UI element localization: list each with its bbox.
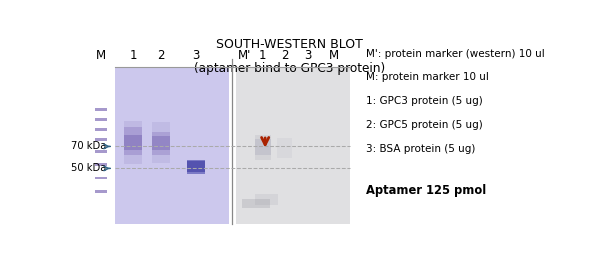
Bar	[153, 132, 170, 155]
Bar	[124, 135, 142, 150]
Bar	[95, 118, 107, 121]
Text: 1: 1	[259, 49, 267, 62]
Text: 2: 2	[157, 49, 165, 62]
Bar	[95, 109, 107, 111]
Bar	[124, 127, 142, 155]
Text: M: M	[96, 49, 106, 62]
Bar	[95, 190, 107, 193]
Text: M': protein marker (western) 10 ul: M': protein marker (western) 10 ul	[366, 49, 545, 59]
Text: 2: 2	[281, 49, 288, 62]
Bar	[95, 128, 107, 131]
Bar	[95, 177, 107, 179]
Text: (aptamer bind to GPC3 protein): (aptamer bind to GPC3 protein)	[194, 62, 385, 75]
Text: SOUTH-WESTERN BLOT: SOUTH-WESTERN BLOT	[216, 38, 363, 51]
Bar	[153, 136, 170, 150]
Text: Aptamer 125 pmol: Aptamer 125 pmol	[366, 184, 486, 197]
Text: 2: GPC5 protein (5 ug): 2: GPC5 protein (5 ug)	[366, 120, 483, 130]
Bar	[236, 67, 350, 224]
Bar	[277, 138, 293, 158]
Text: 50 kDa: 50 kDa	[71, 163, 106, 173]
Text: 3: 3	[192, 49, 200, 62]
Text: 1: GPC3 protein (5 ug): 1: GPC3 protein (5 ug)	[366, 96, 483, 106]
Text: 3: BSA protein (5 ug): 3: BSA protein (5 ug)	[366, 144, 475, 154]
Bar	[255, 194, 278, 205]
Bar	[153, 122, 170, 163]
Bar	[255, 135, 270, 160]
Text: M: protein marker 10 ul: M: protein marker 10 ul	[366, 72, 489, 82]
Bar	[95, 163, 107, 166]
Text: M: M	[329, 49, 339, 62]
Bar	[188, 161, 205, 172]
Bar	[188, 160, 205, 174]
Bar	[242, 199, 269, 209]
Bar	[95, 150, 107, 153]
Text: 1: 1	[130, 49, 137, 62]
Text: 70 kDa: 70 kDa	[71, 142, 106, 151]
Bar	[95, 138, 107, 141]
Bar	[124, 121, 142, 165]
Text: 3: 3	[304, 49, 312, 62]
Text: M': M'	[237, 49, 251, 62]
Bar	[115, 67, 229, 224]
Bar	[255, 139, 270, 155]
